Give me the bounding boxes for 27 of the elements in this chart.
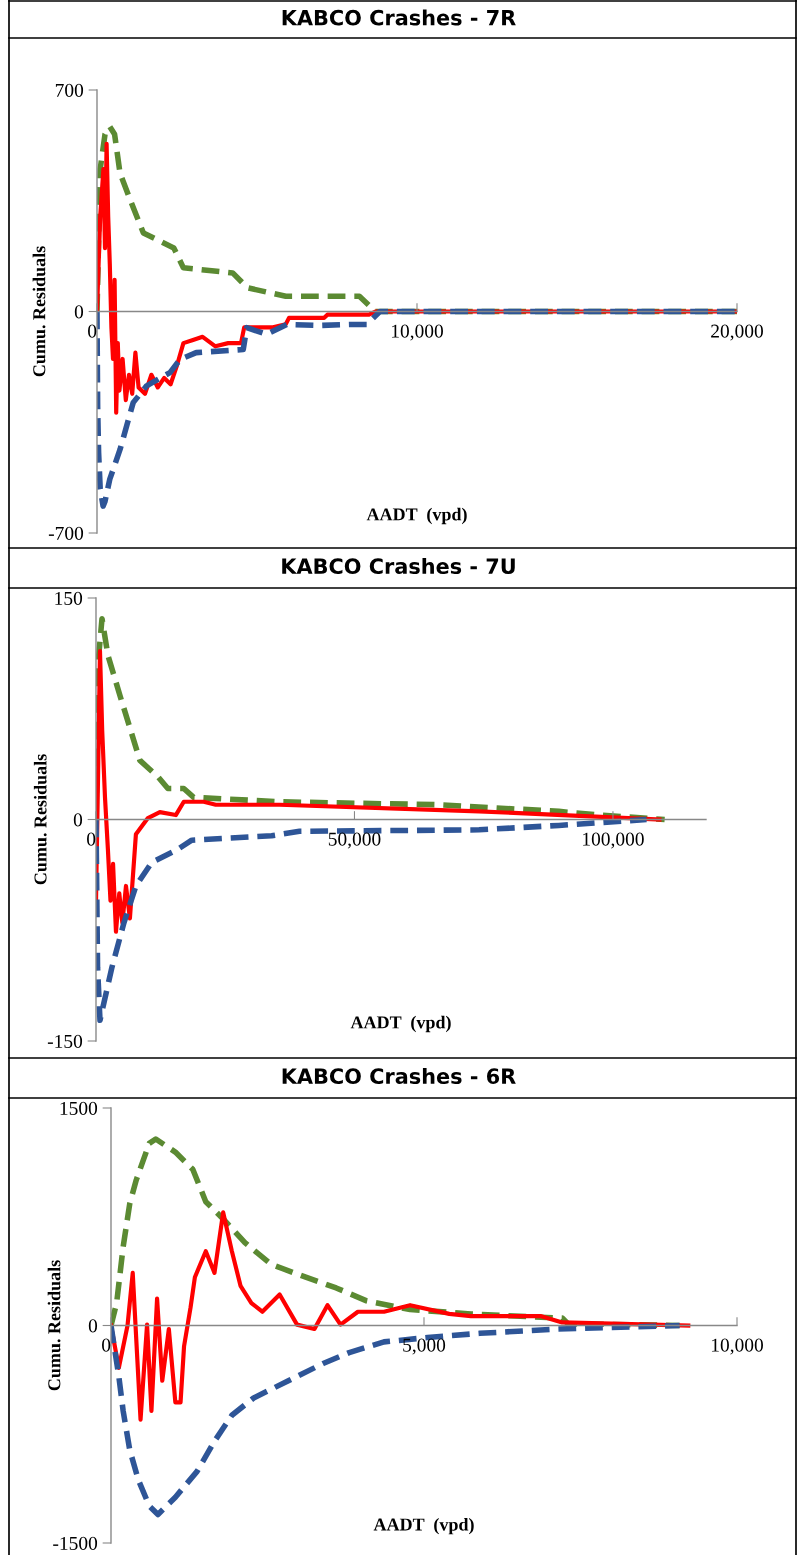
y-axis-title: Cumu. Residuals bbox=[32, 246, 46, 377]
y-tick-label: 700 bbox=[55, 83, 84, 97]
y-axis-title: Cumu. Residuals bbox=[47, 1260, 61, 1391]
y-tick-label: 150 bbox=[55, 591, 83, 605]
x-tick-label: 50,000 bbox=[328, 832, 381, 849]
chart-title: KABCO Crashes - 7R bbox=[282, 9, 516, 26]
chart-title: KABCO Crashes - 6R bbox=[282, 1067, 516, 1085]
line-series bbox=[96, 649, 662, 934]
x-tick-label: 10,000 bbox=[711, 1338, 763, 1355]
chart-title: KABCO Crashes - 7U bbox=[282, 557, 515, 575]
y-tick-label: -1500 bbox=[53, 1536, 98, 1550]
x-axis-title: AADT (vpd) bbox=[350, 1015, 451, 1033]
y-tick-label: 1500 bbox=[60, 1101, 98, 1115]
line-series bbox=[111, 1210, 691, 1422]
y-tick-label: -700 bbox=[48, 526, 84, 540]
y-axis-title: Cumu. Residuals bbox=[33, 754, 47, 885]
y-tick-label: -150 bbox=[47, 1034, 83, 1048]
y-tick-label: 0 bbox=[88, 1319, 98, 1333]
y-tick-label: 0 bbox=[73, 813, 83, 827]
x-tick-label: 0 bbox=[102, 1338, 111, 1352]
x-axis-title: AADT (vpd) bbox=[373, 1517, 474, 1535]
x-tick-label: 20,000 bbox=[711, 324, 763, 341]
y-tick-label: 0 bbox=[74, 305, 84, 319]
x-tick-label: 100,000 bbox=[583, 832, 644, 849]
x-tick-label: 10,000 bbox=[391, 324, 443, 341]
x-axis-title: AADT (vpd) bbox=[366, 507, 467, 525]
x-tick-label: 5,000 bbox=[403, 1338, 446, 1355]
